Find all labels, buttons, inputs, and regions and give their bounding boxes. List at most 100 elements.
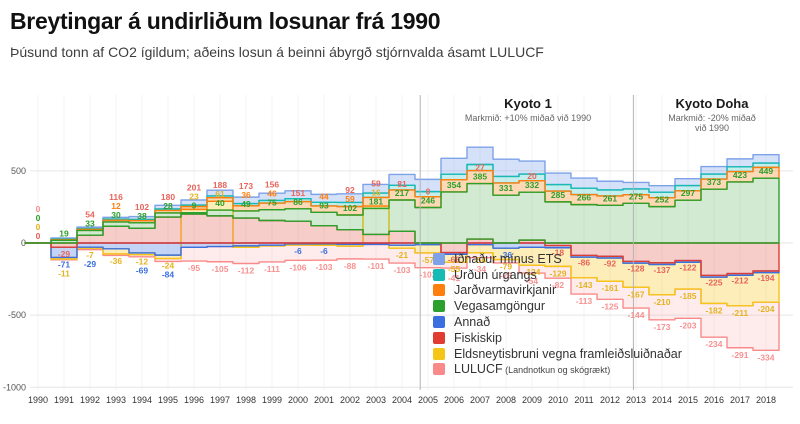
value-label: 275 (629, 191, 643, 201)
x-axis-tick: 2013 (626, 395, 646, 405)
chart-legend: Iðnaður mínus ETS Urðun úrgangs Jarðvarmav… (433, 251, 682, 377)
kyoto1-target: Markmið: +10% miðað við 1990 (464, 113, 592, 123)
legend-label: Iðnaður mínus ETS (454, 251, 562, 266)
legend-item-6[interactable]: Fiskiskip (433, 330, 682, 346)
legend-item-7[interactable]: Eldsneytisbruni vegna framleiðsluiðnaðar (433, 346, 682, 362)
value-label: -69 (136, 266, 149, 276)
value-label: 266 (577, 193, 591, 203)
value-label: -23 (500, 271, 513, 281)
value-label: -137 (653, 265, 670, 275)
value-label: -122 (679, 263, 696, 273)
value-label: 0 (36, 213, 41, 223)
value-label: 93 (319, 200, 329, 210)
value-label: 285 (551, 190, 565, 200)
value-label: 173 (239, 181, 253, 191)
value-label: -36 (500, 250, 513, 260)
value-label: 0 (426, 187, 431, 197)
value-label: -225 (705, 277, 722, 287)
value-label: -291 (731, 350, 748, 360)
value-label: -18 (552, 248, 565, 258)
value-label: -6 (294, 246, 302, 256)
legend-label: Jarðvarmavirkjanir (454, 283, 557, 298)
value-label: -79 (500, 262, 513, 272)
x-axis-tick: 2007 (470, 395, 490, 405)
value-label: 156 (265, 180, 279, 190)
x-axis-tick: 2009 (522, 395, 542, 405)
value-label: -95 (188, 263, 201, 273)
x-axis-tick: 1998 (236, 395, 256, 405)
value-label: 28 (163, 201, 173, 211)
value-label: 354 (447, 180, 461, 190)
legend-label: Urðun úrgangs (454, 267, 537, 282)
y-axis-tick: 0 (21, 238, 26, 248)
value-label: 246 (421, 196, 435, 206)
value-label: -125 (601, 301, 618, 311)
legend-item-3[interactable]: Jarðvarmavirkjanir (433, 283, 682, 299)
value-label: -234 (705, 339, 722, 349)
value-label: -54 (526, 276, 539, 286)
value-label: -203 (679, 320, 696, 330)
legend-item-5[interactable]: Annað (433, 314, 682, 330)
value-label: -124 (523, 267, 540, 277)
value-label: 44 (319, 191, 329, 201)
value-label: -212 (731, 276, 748, 286)
value-label: -128 (627, 263, 644, 273)
y-axis-tick: -500 (8, 310, 26, 320)
value-label: 54 (85, 209, 95, 219)
x-axis-tick: 2015 (678, 395, 698, 405)
legend-item-8[interactable]: LULUCF (Landnotkun og skógrækt) (433, 362, 682, 378)
value-label: -21 (396, 250, 409, 260)
value-label: 261 (603, 193, 617, 203)
value-label: -82 (552, 280, 565, 290)
value-label: 151 (291, 188, 305, 198)
value-label: 81 (397, 179, 407, 189)
value-label: -6 (320, 246, 328, 256)
x-axis-tick: 2010 (548, 395, 568, 405)
value-label: -112 (238, 265, 255, 275)
legend-item-4[interactable]: Vegasamgöngur (433, 298, 682, 314)
value-label: -34 (474, 264, 487, 274)
kyoto-doha-title: Kyoto Doha (675, 96, 749, 111)
value-label: -11 (58, 268, 70, 278)
value-label: -210 (653, 297, 670, 307)
x-axis-tick: 1992 (80, 395, 100, 405)
value-label: 116 (109, 192, 123, 202)
legend-swatch-icon (433, 331, 445, 344)
legend-item-1[interactable]: Iðnaður mínus ETS (433, 251, 682, 267)
x-axis-tick: 2005 (418, 395, 438, 405)
value-label: -161 (601, 283, 618, 293)
value-label: -204 (757, 304, 774, 314)
value-label: -56 (474, 255, 487, 265)
legend-label: Vegasamgöngur (454, 299, 546, 314)
value-label: 252 (655, 195, 669, 205)
x-axis-tick: 2011 (574, 395, 593, 405)
value-label: 297 (681, 188, 695, 198)
value-label: 181 (369, 196, 383, 206)
legend-item-2[interactable]: Urðun úrgangs (433, 267, 682, 283)
value-label: -24 (162, 261, 175, 271)
legend-label: Annað (454, 315, 491, 330)
x-axis-tick: 2008 (496, 395, 516, 405)
value-label: 449 (759, 166, 773, 176)
value-label: -194 (757, 273, 774, 283)
value-label: -113 (576, 296, 593, 306)
value-label: -88 (344, 261, 357, 271)
legend-swatch-icon (433, 363, 445, 376)
value-label: -129 (549, 268, 566, 278)
value-label: 201 (187, 183, 201, 193)
value-label: -29 (58, 249, 71, 259)
x-axis-tick: 1996 (184, 395, 204, 405)
value-label: 36 (241, 190, 251, 200)
value-label: -41 (448, 273, 461, 283)
value-label: -167 (627, 289, 644, 299)
value-label: -101 (367, 261, 384, 271)
value-label: 59 (371, 178, 381, 188)
value-label: 92 (345, 185, 355, 195)
value-label: 38 (137, 211, 147, 221)
kyoto1-title: Kyoto 1 (504, 96, 552, 111)
value-label: 102 (343, 203, 357, 213)
kyoto-doha-target: Markmið: -20% miðað við 1990 (668, 113, 756, 133)
value-label: -84 (162, 270, 175, 280)
